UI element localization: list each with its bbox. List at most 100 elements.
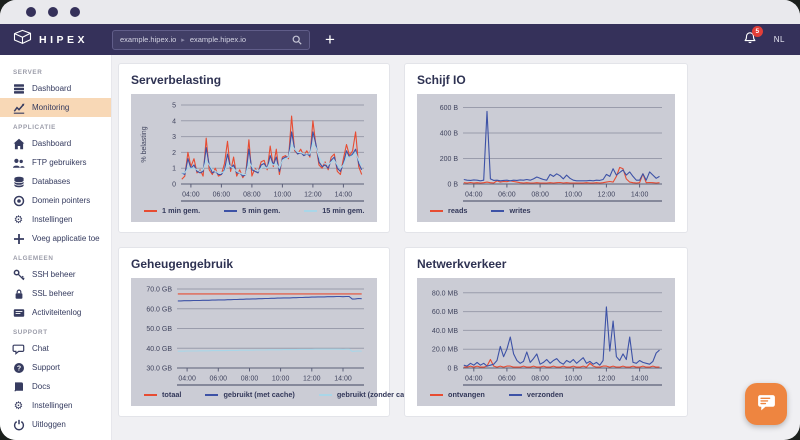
legend-swatch	[508, 393, 522, 396]
sidebar-item-monitoring[interactable]: Monitoring	[0, 98, 111, 117]
svg-text:2: 2	[172, 150, 176, 157]
dashboard-grid: Serverbelasting 0 1 2 3 4 5 04:00 06:00 08:00 10:…	[112, 55, 800, 440]
sidebar-item-databases[interactable]: Databases	[0, 172, 111, 191]
svg-text:14:00: 14:00	[631, 376, 649, 383]
sidebar: SERVER Dashboard Monitoring APPLICATIE Dashb…	[0, 55, 112, 440]
legend-swatch	[224, 209, 238, 212]
lock-icon	[12, 288, 25, 300]
panel-diskio: Schijf IO 0 B 200 B 400 B 600 B 04:00 06:00 08…	[404, 63, 688, 233]
sidebar-item-activiteitenlog[interactable]: Activiteitenlog	[0, 303, 111, 322]
svg-text:14:00: 14:00	[335, 192, 353, 199]
panel-title: Serverbelasting	[131, 73, 222, 87]
sidebar-section-label: SUPPORT	[13, 329, 48, 336]
sidebar-item-domein-pointers[interactable]: Domein pointers	[0, 191, 111, 210]
legend-label: reads	[448, 206, 468, 215]
sidebar-item-label: Instellingen	[32, 215, 73, 224]
sidebar-item-chat[interactable]: Chat	[0, 339, 111, 358]
svg-text:40.0 GB: 40.0 GB	[146, 346, 172, 353]
legend-swatch	[491, 209, 505, 212]
target-icon	[12, 195, 25, 207]
panel-memory: Geheugengebruik 30.0 GB 40.0 GB 50.0 GB 60.…	[118, 247, 419, 417]
sidebar-item-label: Instellingen	[32, 401, 73, 410]
svg-text:08:00: 08:00	[531, 376, 549, 383]
gears-icon: ⚙	[13, 213, 24, 226]
chat-widget-button[interactable]	[745, 383, 787, 425]
chart-diskio[interactable]: 0 B 200 B 400 B 600 B 04:00 06:00 08:00 10:00 12…	[417, 94, 675, 222]
svg-text:14:00: 14:00	[334, 376, 352, 383]
chart-plot-area: 0 B 200 B 400 B 600 B 04:00 06:00 08:00 10:00 12…	[423, 99, 669, 202]
sidebar-item-ssl-beheer[interactable]: SSL beheer	[0, 284, 111, 303]
series-line	[177, 295, 362, 302]
svg-text:04:00: 04:00	[178, 376, 196, 383]
svg-text:04:00: 04:00	[182, 192, 200, 199]
sidebar-item-dashboard[interactable]: Dashboard	[0, 79, 111, 98]
sidebar-item-ftp-gebruikers[interactable]: FTP gebruikers	[0, 153, 111, 172]
users-icon	[12, 157, 25, 169]
svg-text:06:00: 06:00	[213, 192, 231, 199]
hipex-logo-icon	[13, 29, 32, 50]
chart-plot: 0 1 2 3 4 5 04:00 06:00 08:00 10:00 12:00 14:00 % be…	[141, 103, 364, 202]
database-icon	[12, 176, 25, 188]
sidebar-item-dashboard[interactable]: Dashboard	[0, 134, 111, 153]
domain-search-bar[interactable]: example.hipex.io ▸ example.hipex.io	[112, 29, 310, 50]
chart-plot-area: 0 B 20.0 MB 40.0 MB 60.0 MB 80.0 MB 04:00 06:0…	[423, 283, 669, 386]
svg-text:% belasting: % belasting	[141, 126, 148, 162]
svg-text:12:00: 12:00	[304, 192, 322, 199]
content-area: SERVER Dashboard Monitoring APPLICATIE Dashb…	[0, 55, 800, 440]
chart-network[interactable]: 0 B 20.0 MB 40.0 MB 60.0 MB 80.0 MB 04:00 06:0…	[417, 278, 675, 406]
panel-title: Geheugengebruik	[131, 257, 234, 271]
sidebar-item-instellingen[interactable]: ⚙ Instellingen	[0, 210, 111, 229]
svg-text:70.0 GB: 70.0 GB	[146, 287, 172, 294]
chat-bubble-icon	[756, 392, 777, 416]
sidebar-item-docs[interactable]: Docs	[0, 377, 111, 396]
chart-serverload[interactable]: 0 1 2 3 4 5 04:00 06:00 08:00 10:00 12:00 14:00 % be…	[131, 94, 377, 222]
svg-text:06:00: 06:00	[498, 192, 516, 199]
legend-item: 15 min gem.	[304, 206, 364, 215]
notifications-button[interactable]: 5	[743, 25, 763, 49]
locale-selector[interactable]: NL	[773, 35, 785, 44]
window-control-dot[interactable]	[26, 7, 36, 17]
sidebar-item-ssh-beheer[interactable]: SSH beheer	[0, 265, 111, 284]
legend-item: verzonden	[508, 390, 563, 399]
search-domain-primary: example.hipex.io	[120, 35, 177, 44]
sidebar-item-instellingen[interactable]: ⚙ Instellingen	[0, 396, 111, 415]
svg-text:06:00: 06:00	[210, 376, 228, 383]
power-icon	[12, 419, 25, 431]
svg-text:08:00: 08:00	[241, 376, 259, 383]
window-control-dot[interactable]	[48, 7, 58, 17]
svg-text:12:00: 12:00	[598, 376, 616, 383]
series-line	[463, 110, 660, 182]
sidebar-item-label: SSH beheer	[32, 270, 76, 279]
legend-item: reads	[430, 206, 467, 215]
legend-swatch	[304, 209, 318, 212]
legend-item: writes	[491, 206, 531, 215]
window-control-dot[interactable]	[70, 7, 80, 17]
svg-text:?: ?	[16, 365, 20, 372]
legend-swatch	[430, 209, 443, 212]
series-line	[181, 142, 363, 176]
add-domain-button[interactable]: +	[321, 31, 339, 48]
svg-text:0 B: 0 B	[447, 366, 458, 373]
sidebar-item-uitloggen[interactable]: Uitloggen	[0, 415, 111, 434]
chart-plot-area: 0 1 2 3 4 5 04:00 06:00 08:00 10:00 12:00 14:00 % be…	[137, 99, 371, 202]
brand-logo[interactable]: HIPEX	[0, 29, 112, 50]
sidebar-item-voeg-applicatie-toe[interactable]: Voeg applicatie toe	[0, 229, 111, 248]
sidebar-item-label: Monitoring	[32, 103, 70, 112]
sidebar-item-label: Dashboard	[32, 84, 72, 93]
sidebar-item-label: Support	[32, 363, 61, 372]
brand-name: HIPEX	[39, 33, 89, 46]
svg-text:40.0 MB: 40.0 MB	[432, 328, 458, 335]
svg-text:12:00: 12:00	[598, 192, 616, 199]
chart-plot: 0 B 200 B 400 B 600 B 04:00 06:00 08:00 10:00 12…	[440, 105, 662, 202]
sidebar-item-support[interactable]: ? Support	[0, 358, 111, 377]
chart-memory[interactable]: 30.0 GB 40.0 GB 50.0 GB 60.0 GB 70.0 GB 04:00…	[131, 278, 419, 406]
sidebar-item-label: Activiteitenlog	[32, 308, 82, 317]
legend-item: totaal	[144, 390, 181, 399]
sidebar-item-label: Chat	[32, 344, 49, 353]
series-line	[177, 348, 362, 352]
sidebar-item-label: FTP gebruikers	[32, 158, 87, 167]
svg-text:04:00: 04:00	[465, 192, 483, 199]
breadcrumb-separator-icon: ▸	[181, 36, 185, 44]
notification-badge: 5	[751, 25, 763, 37]
svg-text:600 B: 600 B	[440, 105, 459, 112]
